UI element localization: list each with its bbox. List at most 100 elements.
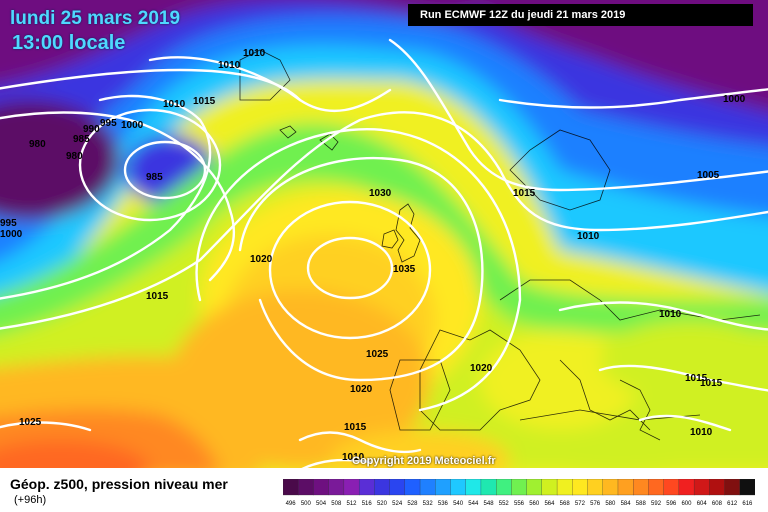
isobar-label: 1025	[19, 417, 42, 428]
legend-tick: 572	[575, 501, 586, 507]
legend-tick: 600	[681, 501, 692, 507]
legend-swatch	[283, 479, 299, 496]
isobar-label: 1000	[0, 229, 23, 240]
isobar-label: 980	[66, 151, 83, 162]
legend-swatch	[343, 479, 360, 496]
isobar-label: 995	[100, 118, 117, 129]
legend-swatch	[556, 479, 573, 496]
isobar-label: 1005	[697, 170, 720, 181]
legend-swatch	[663, 479, 680, 496]
legend-swatch	[633, 479, 649, 496]
legend-tick: 540	[453, 501, 464, 507]
isobar-label: 1015	[193, 96, 216, 107]
legend-tick: 508	[331, 501, 342, 507]
isobar-label: 1010	[659, 309, 682, 320]
legend-tick: 612	[727, 501, 738, 507]
legend-swatch	[404, 479, 421, 496]
footer: Géop. z500, pression niveau mer (+96h) 4…	[0, 468, 768, 512]
legend-swatch	[739, 479, 755, 496]
legend-swatch	[709, 479, 726, 496]
legend-swatch	[617, 479, 634, 496]
isobar-label: 1015	[685, 373, 708, 384]
isobar-label: 1030	[369, 188, 392, 199]
legend-tick: 564	[544, 501, 555, 507]
legend-swatch	[541, 479, 558, 496]
legend-swatch	[572, 479, 589, 496]
isobar-label: 1010	[690, 427, 713, 438]
legend-swatch	[480, 479, 497, 496]
legend-tick: 552	[499, 501, 510, 507]
map-title: Géop. z500, pression niveau mer	[10, 476, 228, 492]
legend-swatch	[389, 479, 406, 496]
isobar-label: 1025	[366, 349, 389, 360]
isobar-label: 1000	[121, 120, 144, 131]
legend-tick: 576	[590, 501, 601, 507]
legend-tick: 608	[712, 501, 723, 507]
legend-tick: 544	[468, 501, 479, 507]
legend-tick: 524	[392, 501, 403, 507]
legend-tick: 556	[514, 501, 525, 507]
legend-swatch	[602, 479, 619, 496]
isobar-label: 1020	[470, 363, 493, 374]
legend-tick: 528	[407, 501, 418, 507]
legend-swatch	[587, 479, 604, 496]
legend-tick: 516	[362, 501, 373, 507]
legend-swatch	[358, 479, 375, 496]
legend-swatch	[678, 479, 695, 496]
legend-swatch	[465, 479, 482, 496]
color-legend: 496 500 504 508 512 516 520 524 528 532 536 540 544 5…	[283, 479, 755, 507]
isobar-label: 985	[73, 134, 90, 145]
legend-tick: 520	[377, 501, 388, 507]
isobar-label: 1015	[344, 422, 367, 433]
geopotential-field	[0, 0, 768, 468]
isobar-label: 1015	[700, 378, 723, 389]
legend-swatch	[526, 479, 543, 496]
isobar-labels: 1010101010151010100099599098598098098599…	[0, 48, 746, 463]
legend-tick: 568	[560, 501, 571, 507]
legend-tick: 504	[316, 501, 327, 507]
legend-swatch	[496, 479, 512, 496]
legend-swatch	[693, 479, 710, 496]
legend-swatch	[511, 479, 528, 496]
copyright: Copyright 2019 Meteociel.fr	[352, 455, 496, 467]
legend-tick: 584	[621, 501, 632, 507]
isobar-label: 1010	[577, 231, 600, 242]
legend-swatch	[450, 479, 467, 496]
legend-tick: 616	[742, 501, 753, 507]
forecast-date: lundi 25 mars 2019	[10, 8, 181, 29]
legend-tick: 536	[438, 501, 449, 507]
isobar-label: 980	[29, 139, 46, 150]
isobar-label: 1015	[513, 188, 536, 199]
isobar-label: 1000	[723, 94, 746, 105]
legend-tick: 548	[484, 501, 495, 507]
isobar-label: 1020	[250, 254, 273, 265]
isobar-label: 1015	[146, 291, 169, 302]
legend-tick: 500	[301, 501, 312, 507]
isobar-label: 985	[146, 172, 163, 183]
legend-swatch	[298, 479, 315, 496]
legend-tick: 588	[636, 501, 647, 507]
legend-tick: 596	[666, 501, 677, 507]
legend-swatch	[648, 479, 665, 496]
legend-tick: 560	[529, 501, 540, 507]
isobar-lines	[0, 38, 768, 468]
isobar-label: 990	[83, 124, 100, 135]
legend-tick: 512	[347, 501, 358, 507]
legend-swatch	[435, 479, 452, 496]
isobar-label: 1010	[243, 48, 266, 59]
legend-swatch	[374, 479, 391, 496]
isobar-label: 995	[0, 218, 17, 229]
legend-swatch	[313, 479, 330, 496]
isobar-label: 1020	[350, 384, 373, 395]
isobar-label: 1035	[393, 264, 416, 275]
legend-tick: 496	[286, 501, 297, 507]
legend-tick: 592	[651, 501, 662, 507]
legend-tick: 580	[605, 501, 616, 507]
isobar-label: 1010	[218, 60, 241, 71]
weather-map: 1010101010151010100099599098598098098599…	[0, 0, 768, 468]
legend-swatch	[419, 479, 436, 496]
forecast-lead-time: (+96h)	[14, 494, 47, 506]
legend-swatch	[724, 479, 741, 496]
legend-swatch	[328, 479, 345, 496]
forecast-time: 13:00 locale	[12, 32, 126, 54]
